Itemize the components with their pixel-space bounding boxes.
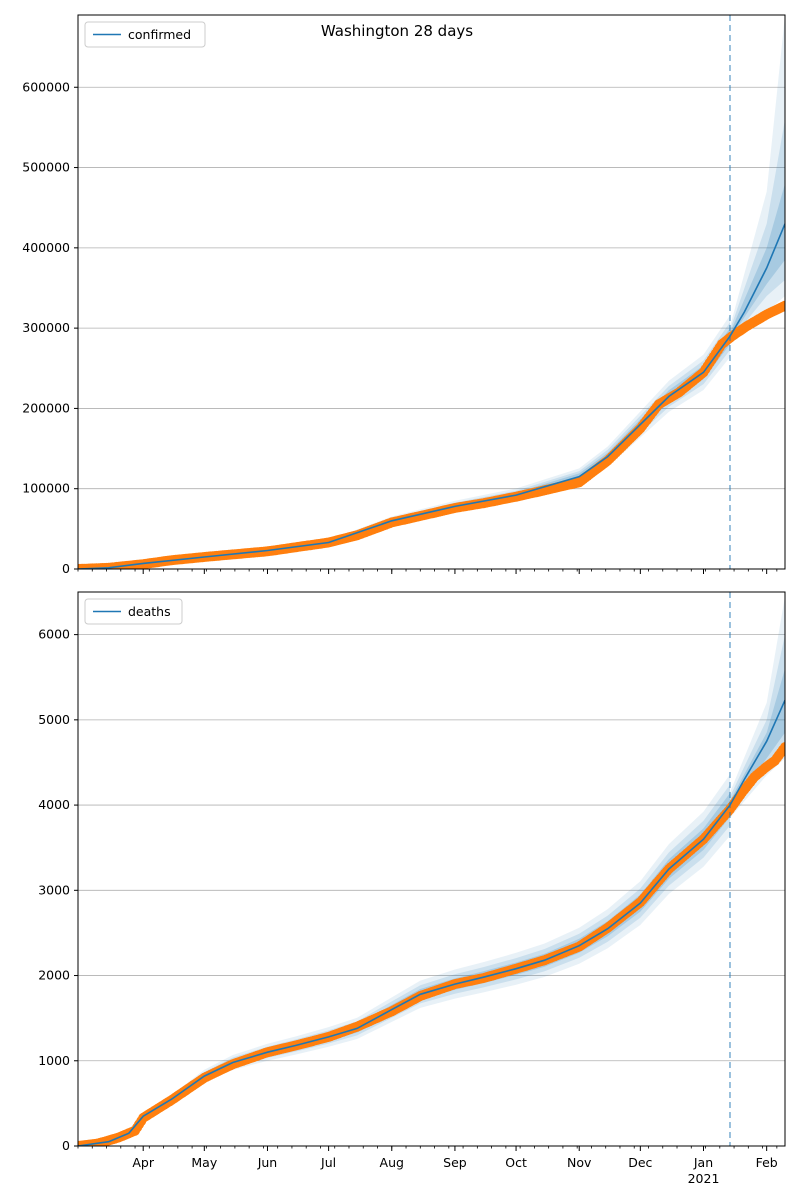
confirmed-ytick-label: 300000 bbox=[22, 320, 70, 335]
deaths-xtick-label: Sep bbox=[443, 1155, 467, 1170]
deaths-xtick-label: May bbox=[191, 1155, 217, 1170]
figure-title: Washington 28 days bbox=[321, 22, 473, 40]
deaths-ytick-label: 5000 bbox=[38, 712, 70, 727]
confirmed-observed-point bbox=[780, 300, 785, 311]
deaths-legend-label: deaths bbox=[128, 604, 171, 619]
confirmed-legend: confirmed bbox=[84, 21, 206, 48]
confirmed-legend-box bbox=[84, 21, 206, 48]
deaths-plot-area bbox=[78, 592, 785, 1146]
deaths-xtick-label: Jan bbox=[693, 1155, 713, 1170]
confirmed-ytick-label: 0 bbox=[62, 561, 70, 576]
confirmed-ytick-label: 500000 bbox=[22, 160, 70, 175]
deaths-ytick-label: 4000 bbox=[38, 797, 70, 812]
deaths-ytick-label: 0 bbox=[62, 1138, 70, 1153]
deaths-ytick-label: 2000 bbox=[38, 968, 70, 983]
deaths-axes-frame bbox=[77, 591, 786, 1147]
deaths-panel: 0 1000 2000 3000 4000 5000 6000 Apr May Jun Jul Aug… bbox=[38, 591, 786, 1186]
confirmed-legend-label: confirmed bbox=[128, 27, 191, 42]
confirmed-ytick-label: 100000 bbox=[22, 481, 70, 496]
deaths-ytick-label: 1000 bbox=[38, 1053, 70, 1068]
deaths-xtick-label: Oct bbox=[505, 1155, 527, 1170]
confirmed-ytick-label: 600000 bbox=[22, 79, 70, 94]
deaths-legend: deaths bbox=[84, 598, 183, 625]
confirmed-ytick-label: 400000 bbox=[22, 240, 70, 255]
deaths-legend-box bbox=[84, 598, 183, 625]
deaths-model-line bbox=[78, 699, 785, 1146]
deaths-xtick-label: Jul bbox=[320, 1155, 336, 1170]
deaths-xtick-label: Dec bbox=[628, 1155, 652, 1170]
deaths-uncertainty-band bbox=[78, 668, 785, 1146]
deaths-ytick-label: 3000 bbox=[38, 882, 70, 897]
deaths-xtick-label: Apr bbox=[132, 1155, 154, 1170]
deaths-xtick-label: Nov bbox=[567, 1155, 592, 1170]
confirmed-ytick-label: 200000 bbox=[22, 400, 70, 415]
deaths-xtick-label: Feb bbox=[756, 1155, 778, 1170]
deaths-uncertainty-band bbox=[78, 634, 785, 1146]
deaths-xtick-label: Jun bbox=[257, 1155, 278, 1170]
confirmed-axes-frame bbox=[77, 14, 786, 570]
deaths-observed-point bbox=[780, 742, 785, 753]
confirmed-plot-area bbox=[78, 15, 785, 569]
deaths-ytick-label: 6000 bbox=[38, 627, 70, 642]
confirmed-panel: 0 100000 200000 300000 400000 500000 600000 con… bbox=[22, 14, 786, 576]
confirmed-model-line bbox=[78, 223, 785, 569]
deaths-year-label: 2021 bbox=[688, 1171, 720, 1186]
deaths-xtick-label: Aug bbox=[380, 1155, 404, 1170]
